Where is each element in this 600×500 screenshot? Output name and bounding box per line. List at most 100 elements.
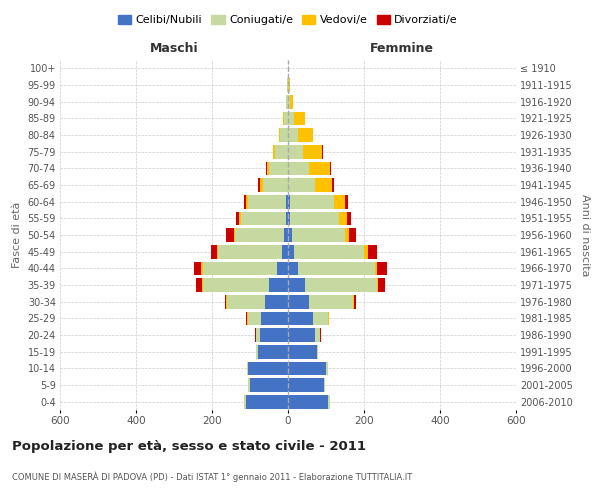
Bar <box>353 295 354 308</box>
Bar <box>376 262 377 275</box>
Y-axis label: Anni di nascita: Anni di nascita <box>580 194 590 276</box>
Bar <box>288 328 314 342</box>
Bar <box>286 95 288 108</box>
Bar <box>328 395 330 408</box>
Bar <box>217 245 218 258</box>
Bar <box>330 162 331 175</box>
Bar <box>324 378 325 392</box>
Bar <box>298 262 376 275</box>
Bar <box>287 78 288 92</box>
Bar <box>226 228 234 242</box>
Bar <box>278 128 280 142</box>
Bar <box>290 195 334 208</box>
Bar <box>379 278 385 292</box>
Bar <box>290 95 293 108</box>
Bar <box>288 95 290 108</box>
Text: COMUNE DI MASERÀ DI PADOVA (PD) - Dati ISTAT 1° gennaio 2011 - Elaborazione TUTT: COMUNE DI MASERÀ DI PADOVA (PD) - Dati I… <box>12 472 412 482</box>
Text: Popolazione per età, sesso e stato civile - 2011: Popolazione per età, sesso e stato civil… <box>12 440 366 453</box>
Bar <box>286 212 288 225</box>
Bar <box>349 228 356 242</box>
Bar <box>227 295 265 308</box>
Bar <box>260 328 288 342</box>
Bar <box>354 295 356 308</box>
Bar <box>326 362 328 375</box>
Bar <box>203 278 269 292</box>
Bar <box>224 295 226 308</box>
Bar <box>377 262 387 275</box>
Bar <box>248 378 250 392</box>
Bar <box>288 395 328 408</box>
Bar <box>256 345 257 358</box>
Bar <box>303 145 322 158</box>
Bar <box>277 262 288 275</box>
Bar <box>246 395 288 408</box>
Bar <box>266 162 267 175</box>
Bar <box>284 112 288 125</box>
Bar <box>283 112 284 125</box>
Bar <box>202 262 203 275</box>
Bar <box>250 378 288 392</box>
Bar <box>248 362 288 375</box>
Bar <box>288 295 309 308</box>
Bar <box>288 195 290 208</box>
Bar <box>288 128 298 142</box>
Bar <box>288 312 313 325</box>
Bar <box>257 345 288 358</box>
Bar <box>309 295 353 308</box>
Bar <box>273 145 275 158</box>
Text: Maschi: Maschi <box>149 42 199 55</box>
Text: Femmine: Femmine <box>370 42 434 55</box>
Bar <box>196 278 202 292</box>
Bar <box>283 245 288 258</box>
Bar <box>288 378 324 392</box>
Bar <box>262 312 288 325</box>
Bar <box>288 212 290 225</box>
Bar <box>340 212 347 225</box>
Bar <box>226 295 227 308</box>
Bar <box>248 312 262 325</box>
Bar <box>265 295 288 308</box>
Bar <box>275 145 288 158</box>
Bar <box>314 328 320 342</box>
Bar <box>345 195 348 208</box>
Bar <box>218 245 283 258</box>
Bar <box>239 212 241 225</box>
Bar <box>294 245 364 258</box>
Bar <box>260 178 263 192</box>
Bar <box>317 345 319 358</box>
Bar <box>288 178 314 192</box>
Bar <box>313 312 328 325</box>
Bar <box>284 228 288 242</box>
Bar <box>257 178 260 192</box>
Bar <box>288 228 292 242</box>
Bar <box>194 262 202 275</box>
Bar <box>269 278 288 292</box>
Bar <box>244 195 246 208</box>
Bar <box>377 278 379 292</box>
Bar <box>288 245 294 258</box>
Bar <box>345 228 349 242</box>
Bar <box>368 245 377 258</box>
Bar <box>294 112 305 125</box>
Bar <box>292 228 345 242</box>
Bar <box>298 128 313 142</box>
Bar <box>309 162 330 175</box>
Bar <box>256 328 260 342</box>
Bar <box>288 162 309 175</box>
Bar <box>236 212 239 225</box>
Bar <box>314 178 332 192</box>
Bar <box>305 278 377 292</box>
Bar <box>248 195 286 208</box>
Bar <box>286 195 288 208</box>
Bar <box>322 145 323 158</box>
Bar <box>246 195 248 208</box>
Bar <box>332 178 334 192</box>
Bar <box>202 278 203 292</box>
Bar <box>364 245 368 258</box>
Bar <box>288 78 289 92</box>
Bar <box>267 162 269 175</box>
Bar <box>288 345 317 358</box>
Y-axis label: Fasce di età: Fasce di età <box>12 202 22 268</box>
Bar <box>347 212 352 225</box>
Legend: Celibi/Nubili, Coniugati/e, Vedovi/e, Divorziati/e: Celibi/Nubili, Coniugati/e, Vedovi/e, Di… <box>113 10 463 30</box>
